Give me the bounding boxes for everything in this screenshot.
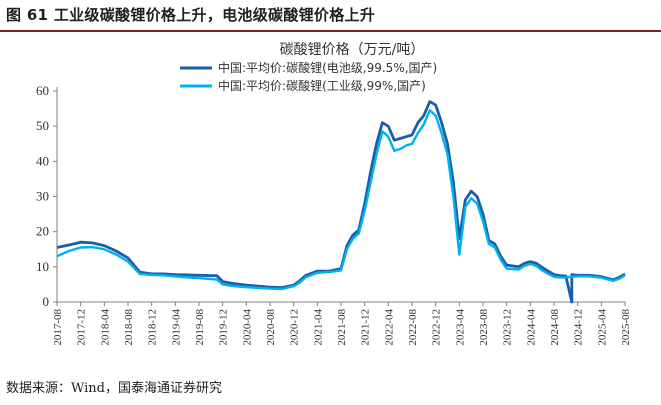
x-tick-label: 2023-04 [454,309,466,346]
x-tick-label: 2024-12 [573,309,585,346]
x-tick-label: 2020-08 [265,309,277,346]
x-tick-label: 2022-04 [383,309,395,346]
title-divider [0,30,661,32]
x-tick-label: 2018-04 [99,309,111,346]
x-tick-label: 2017-08 [52,309,64,346]
x-tick-label: 2022-12 [431,309,443,346]
x-axis: 2017-08 2017-12 2018-04 2018-08 2018-12 2019-… [52,301,632,346]
series-line-1 [56,100,626,304]
data-source: 数据来源：Wind，国泰海通证券研究 [6,381,222,396]
x-tick-label: 2023-12 [502,309,514,346]
legend-label-1: 中国:平均价:碳酸锂(电池级,99.5%,国产) [218,60,437,75]
y-tick-label: 0 [43,294,50,309]
x-tick-label: 2021-04 [312,309,324,346]
lithium-price-chart: 碳酸锂价格（万元/吨） 中国:平均价:碳酸锂(电池级,99.5%,国产)中国:平… [36,42,632,346]
legend-label-2: 中国:平均价:碳酸锂(工业级,99%,国产) [218,78,426,93]
x-tick-label: 2025-08 [620,309,632,346]
x-tick-label: 2018-08 [123,309,135,346]
figure-title: 图 61 工业级碳酸锂价格上升，电池级碳酸锂价格上升 [6,6,376,24]
y-tick-label: 50 [36,118,49,133]
y-tick-label: 10 [36,259,49,274]
x-tick-label: 2023-08 [478,309,490,346]
x-tick-label: 2019-04 [170,309,182,346]
x-tick-label: 2024-08 [549,309,561,346]
x-tick-label: 2025-04 [596,309,608,346]
x-tick-label: 2019-08 [194,309,206,346]
x-tick-label: 2024-04 [525,309,537,346]
x-tick-label: 2021-12 [360,309,372,346]
series-line-2 [56,109,626,291]
legend: 中国:平均价:碳酸锂(电池级,99.5%,国产) 中国:平均价:碳酸锂(工业级,9… [180,60,437,93]
y-tick-label: 30 [36,189,49,204]
x-tick-label: 2017-12 [76,309,88,346]
series-layer [56,100,626,304]
x-tick-label: 2021-08 [336,309,348,346]
chart-title: 碳酸锂价格（万元/吨） [280,42,425,58]
x-tick-label: 2019-12 [218,309,230,346]
y-tick-label: 60 [36,83,49,98]
x-tick-label: 2018-12 [147,309,159,346]
x-tick-label: 2022-08 [407,309,419,346]
x-tick-label: 2020-04 [241,309,253,346]
x-tick-label: 2020-12 [289,309,301,346]
y-axis: 0 10 20 30 40 50 60 [36,83,58,309]
y-tick-label: 40 [36,153,49,168]
y-tick-label: 20 [36,224,49,239]
